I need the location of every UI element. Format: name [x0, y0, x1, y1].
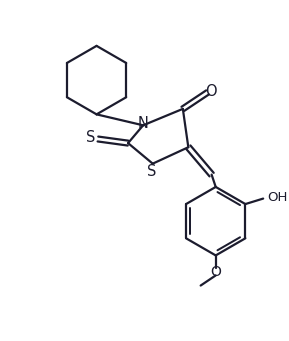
Text: O: O	[210, 265, 221, 279]
Text: N: N	[137, 116, 148, 131]
Text: OH: OH	[267, 191, 288, 204]
Text: S: S	[147, 164, 156, 179]
Text: O: O	[205, 84, 216, 99]
Text: S: S	[86, 130, 95, 145]
